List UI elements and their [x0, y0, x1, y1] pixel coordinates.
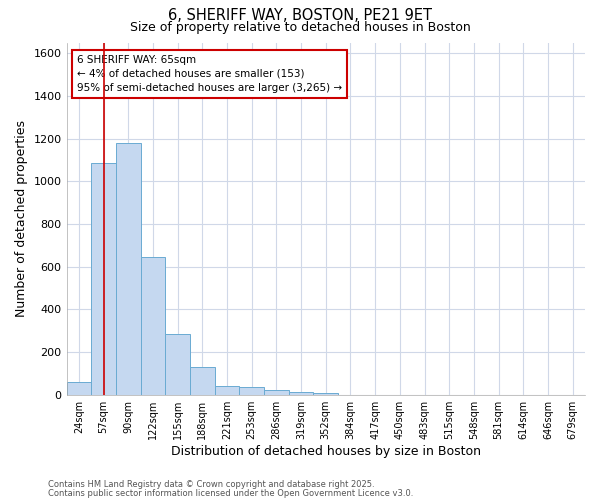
Bar	[313, 392, 338, 394]
Text: Contains HM Land Registry data © Crown copyright and database right 2025.: Contains HM Land Registry data © Crown c…	[48, 480, 374, 489]
Text: Contains public sector information licensed under the Open Government Licence v3: Contains public sector information licen…	[48, 488, 413, 498]
Bar	[215, 386, 239, 394]
Bar	[91, 163, 116, 394]
Bar	[289, 392, 313, 394]
X-axis label: Distribution of detached houses by size in Boston: Distribution of detached houses by size …	[171, 444, 481, 458]
Y-axis label: Number of detached properties: Number of detached properties	[15, 120, 28, 317]
Bar	[239, 387, 264, 394]
Bar	[264, 390, 289, 394]
Bar	[190, 367, 215, 394]
Bar	[165, 334, 190, 394]
Bar	[67, 382, 91, 394]
Text: 6 SHERIFF WAY: 65sqm
← 4% of detached houses are smaller (153)
95% of semi-detac: 6 SHERIFF WAY: 65sqm ← 4% of detached ho…	[77, 55, 342, 93]
Text: 6, SHERIFF WAY, BOSTON, PE21 9ET: 6, SHERIFF WAY, BOSTON, PE21 9ET	[168, 8, 432, 22]
Text: Size of property relative to detached houses in Boston: Size of property relative to detached ho…	[130, 21, 470, 34]
Bar	[116, 143, 140, 395]
Bar	[140, 257, 165, 394]
